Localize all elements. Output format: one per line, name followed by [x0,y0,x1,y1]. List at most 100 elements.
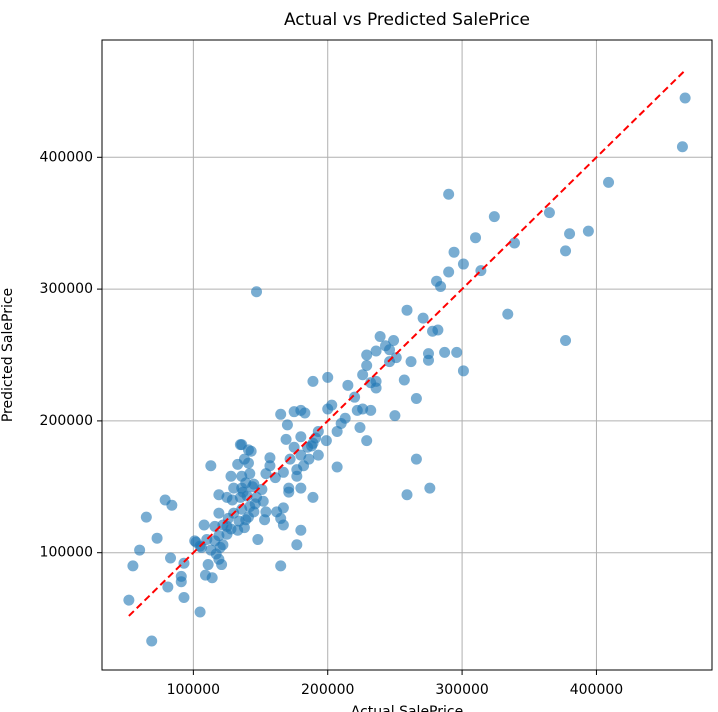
x-tick-label: 100000 [167,682,220,698]
point [560,245,572,257]
point [322,403,334,415]
point [213,507,225,519]
point [365,404,377,416]
point [560,335,572,347]
point [448,246,460,258]
point [277,502,289,514]
point [291,539,303,551]
point [269,472,281,484]
point [502,308,514,320]
point [178,592,190,604]
point [457,258,469,270]
point [194,606,206,618]
point [175,570,187,582]
y-tick-label: 300000 [40,281,93,297]
point [244,468,256,480]
point [374,331,386,343]
point [679,92,691,104]
x-tick-label: 200000 [301,682,354,698]
point [410,453,422,465]
point [228,482,240,494]
point [470,232,482,244]
point [388,335,400,347]
point [225,470,237,482]
point [295,431,307,443]
point [351,404,363,416]
point [451,346,463,358]
point [564,228,576,240]
point [295,524,307,536]
point [213,489,225,501]
point [424,482,436,494]
point [256,483,268,495]
point [260,468,272,480]
point [676,141,688,153]
point [508,237,520,249]
point [401,304,413,316]
x-tick-label: 300000 [435,682,488,698]
point [320,435,332,447]
x-tick-label: 400000 [570,682,623,698]
plot-frame [101,39,713,671]
point [603,176,615,188]
point [248,506,260,518]
point [259,514,271,526]
point [295,482,307,494]
point [582,225,594,237]
point [205,460,217,472]
point [280,433,292,445]
point [238,453,250,465]
point [165,552,177,564]
point [206,572,218,584]
point [405,356,417,368]
point [134,544,146,556]
point [195,541,207,553]
y-axis-label: Predicted SalePrice [0,288,16,422]
point [303,453,315,465]
point [240,514,252,526]
point [398,374,410,386]
point [246,481,258,493]
point [543,207,555,219]
point [275,560,287,572]
point [252,534,264,546]
point [335,418,347,430]
point [299,407,311,419]
y-tick-label: 100000 [40,545,93,561]
point [162,581,174,593]
point [439,346,451,358]
point [307,491,319,503]
point [123,594,135,606]
point [370,375,382,387]
point [422,354,434,366]
point [401,489,413,501]
point [443,266,455,278]
point [432,324,444,336]
point [281,419,293,431]
point [342,379,354,391]
point [146,635,158,647]
point [307,437,319,449]
point [198,519,210,531]
point [389,410,401,422]
point [166,499,178,511]
point [216,559,228,571]
point [291,470,303,482]
reference-line [128,69,686,617]
point [275,408,287,420]
point [361,435,373,447]
point [127,560,139,572]
point [277,466,289,478]
point [417,312,429,324]
point [457,365,469,377]
point [234,439,246,451]
point [349,391,361,403]
point [264,452,276,464]
point [322,371,334,383]
point [370,345,382,357]
point [283,486,295,498]
point [221,528,233,540]
chart-title: Actual vs Predicted SalePrice [284,10,530,30]
